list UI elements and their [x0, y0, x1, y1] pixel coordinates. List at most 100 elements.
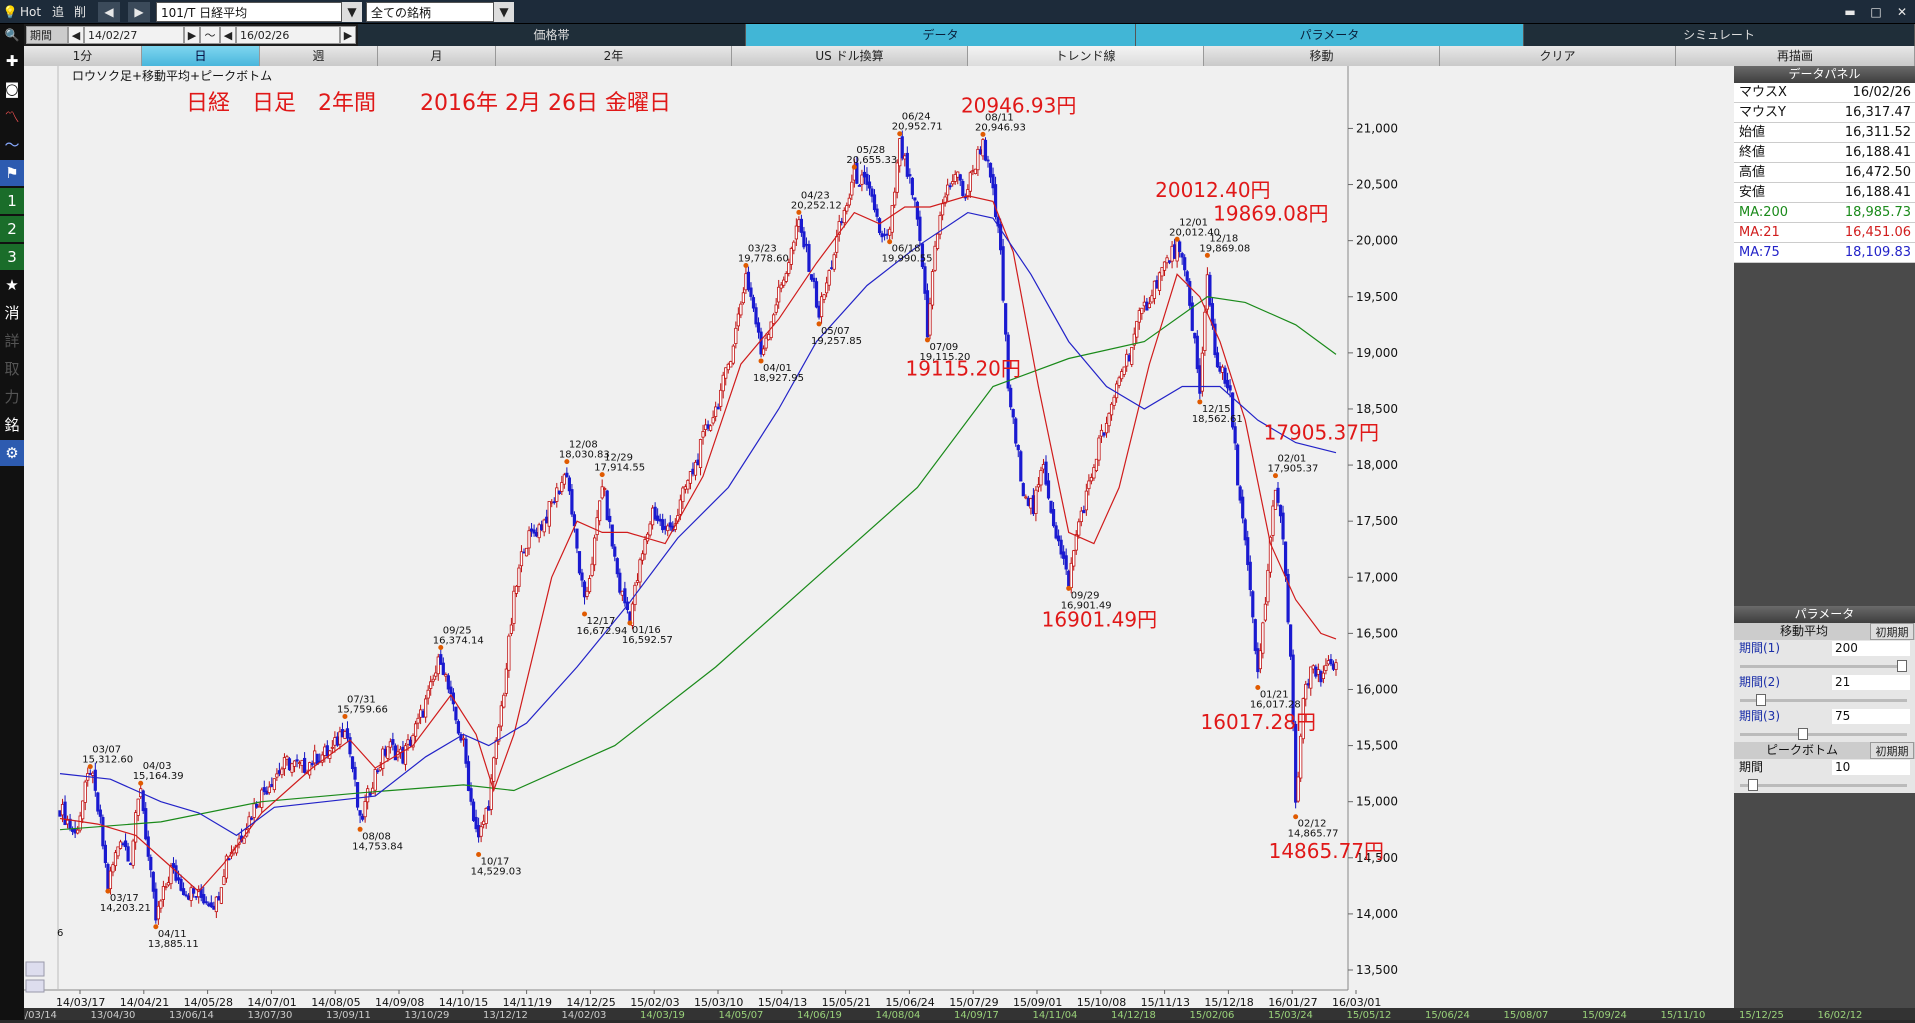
maximize-icon[interactable]: □	[1870, 5, 1882, 19]
tab-daily[interactable]: 日	[142, 46, 260, 66]
candle-body	[754, 307, 758, 325]
period1-slider-knob[interactable]	[1897, 660, 1907, 672]
candle-body	[535, 532, 539, 537]
tab-parameters[interactable]: パラメータ	[1136, 24, 1524, 46]
usd-convert-button[interactable]: US ドル換算	[732, 46, 968, 66]
candle-body	[378, 767, 382, 771]
overview-bar[interactable]: 14/03/14 13/04/30 13/06/14 13/07/30 13/09/11…	[12, 1008, 1915, 1021]
hot-button[interactable]: Hot	[20, 5, 42, 19]
candle-body	[895, 162, 899, 193]
delete-button[interactable]: 削	[74, 5, 87, 19]
candle-body	[108, 870, 113, 890]
to-prev-icon[interactable]: ◀	[220, 26, 236, 44]
tab-simulate[interactable]: シミュレート	[1524, 24, 1915, 46]
tab-weekly[interactable]: 週	[260, 46, 378, 66]
tab-monthly[interactable]: 月	[378, 46, 496, 66]
preset-2-button[interactable]: 2	[0, 216, 24, 242]
candle-body	[1006, 334, 1010, 389]
from-prev-icon[interactable]: ◀	[68, 26, 84, 44]
candle-body	[1233, 426, 1237, 444]
symbol-dropdown-icon[interactable]: ▼	[342, 2, 362, 22]
trade-button[interactable]: 取	[4, 360, 20, 378]
candle-body	[315, 753, 319, 765]
candle-body	[204, 901, 208, 904]
candle-body	[192, 888, 196, 894]
period3-slider-knob[interactable]	[1798, 728, 1809, 740]
period3-slider[interactable]	[1734, 725, 1915, 742]
candle-body	[696, 459, 700, 466]
tab-data[interactable]: データ	[746, 24, 1136, 46]
power-button[interactable]: 力	[4, 388, 20, 406]
candle-body	[111, 864, 115, 873]
camera-icon[interactable]: ◙	[4, 80, 20, 98]
universe-field[interactable]: 全ての銘柄	[366, 2, 494, 22]
detail-button[interactable]: 詳	[4, 332, 20, 350]
candle-body	[93, 769, 97, 791]
crosshair-icon[interactable]: ✚	[5, 52, 19, 70]
period2-slider[interactable]	[1734, 691, 1915, 708]
prev-symbol-icon[interactable]: ◀	[98, 2, 120, 22]
candle-body	[267, 786, 271, 793]
candle-body	[920, 243, 925, 268]
chart-icon[interactable]: 〽	[4, 108, 20, 126]
candle-body	[767, 334, 771, 341]
pb-reset-button[interactable]: 初期期	[1870, 742, 1914, 759]
to-date-field[interactable]: 16/02/26	[236, 26, 340, 44]
period3-field[interactable]: 75	[1832, 709, 1910, 724]
candle-body	[411, 735, 415, 748]
from-next-icon[interactable]: ▶	[184, 26, 200, 44]
candle-body	[973, 168, 977, 174]
candle-body	[691, 468, 695, 475]
add-button[interactable]: 追	[52, 5, 65, 19]
candle-body	[350, 756, 355, 770]
universe-dropdown-icon[interactable]: ▼	[494, 2, 514, 22]
pb-slider[interactable]	[1734, 776, 1915, 793]
candle-body	[179, 878, 183, 891]
candle-body	[121, 843, 125, 846]
period2-slider-knob[interactable]	[1755, 694, 1766, 706]
preset-1-button[interactable]: 1	[0, 188, 24, 214]
tab-1min[interactable]: 1分	[24, 46, 142, 66]
candle-body	[270, 783, 274, 787]
pb-slider-knob[interactable]	[1747, 779, 1758, 791]
line-icon[interactable]: 〜	[4, 136, 20, 154]
peak-date-label: 04/03	[143, 761, 172, 772]
ma-reset-button[interactable]: 初期期	[1870, 623, 1914, 640]
candle-body	[862, 171, 867, 178]
candle-body	[635, 580, 640, 583]
x-tick-label: 15/05/21	[822, 996, 871, 1009]
from-date-field[interactable]: 14/02/27	[84, 26, 184, 44]
peak-value-label: 14,529.03	[471, 867, 522, 878]
trendline-button[interactable]: トレンド線	[968, 46, 1204, 66]
close-icon[interactable]: ✕	[1896, 5, 1908, 19]
to-next-icon[interactable]: ▶	[340, 26, 356, 44]
candle-body	[1109, 403, 1114, 416]
tab-price-band[interactable]: 価格帯	[358, 24, 746, 46]
candle-body	[1213, 323, 1217, 356]
brand-button[interactable]: 銘	[4, 416, 20, 434]
x-tick-label: 14/03/17	[56, 996, 105, 1009]
candle-body	[494, 739, 498, 759]
candle-body	[1041, 464, 1046, 470]
gear-icon[interactable]: ⚙	[0, 440, 24, 466]
star-icon[interactable]: ★	[5, 276, 19, 294]
next-symbol-icon[interactable]: ▶	[128, 2, 150, 22]
preset-3-button[interactable]: 3	[0, 244, 24, 270]
redraw-button[interactable]: 再描画	[1676, 46, 1915, 66]
move-button[interactable]: 移動	[1204, 46, 1440, 66]
candle-body	[126, 846, 130, 862]
chart-area[interactable]: ロウソク足+移動平均+ピークボトム 日経 日足 2年間 2016年 2月 26日 …	[24, 66, 1734, 1020]
minimize-icon[interactable]: ▬	[1844, 5, 1856, 19]
period1-field[interactable]: 200	[1832, 641, 1910, 656]
flag-icon[interactable]: ⚑	[0, 160, 24, 186]
period2-field[interactable]: 21	[1832, 675, 1910, 690]
erase-button[interactable]: 消	[4, 304, 20, 322]
tab-2years[interactable]: 2年	[496, 46, 732, 66]
pb-period-field[interactable]: 10	[1832, 760, 1910, 775]
lightbulb-icon[interactable]: 💡	[2, 5, 18, 19]
symbol-field[interactable]: 101/T 日経平均	[156, 2, 342, 22]
search-icon[interactable]: 🔍	[0, 24, 24, 46]
clear-button[interactable]: クリア	[1440, 46, 1676, 66]
period1-slider[interactable]	[1734, 657, 1915, 674]
